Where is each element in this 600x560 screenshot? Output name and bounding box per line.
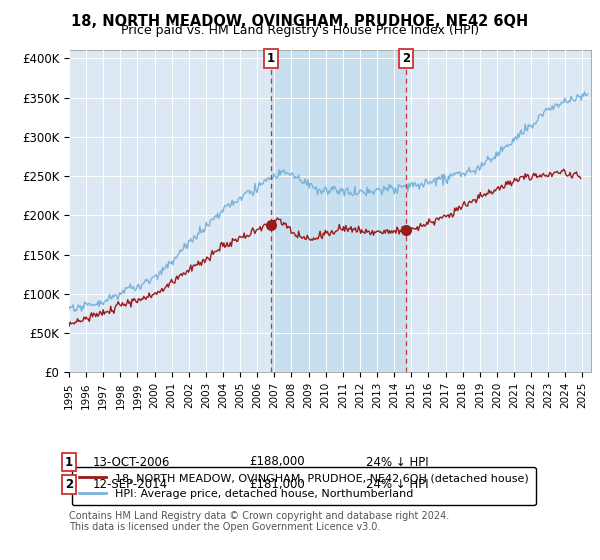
Text: Price paid vs. HM Land Registry's House Price Index (HPI): Price paid vs. HM Land Registry's House … (121, 24, 479, 36)
Text: 12-SEP-2014: 12-SEP-2014 (93, 478, 168, 491)
Text: 2: 2 (402, 52, 410, 65)
Bar (271, 50, 406, 372)
Text: 24% ↓ HPI: 24% ↓ HPI (366, 455, 428, 469)
Text: 18, NORTH MEADOW, OVINGHAM, PRUDHOE, NE42 6QH: 18, NORTH MEADOW, OVINGHAM, PRUDHOE, NE4… (71, 14, 529, 29)
Text: 13-OCT-2006: 13-OCT-2006 (93, 455, 170, 469)
Text: 24% ↓ HPI: 24% ↓ HPI (366, 478, 428, 491)
Text: 1: 1 (65, 455, 73, 469)
Text: Contains HM Land Registry data © Crown copyright and database right 2024.
This d: Contains HM Land Registry data © Crown c… (69, 511, 449, 533)
Text: 1: 1 (267, 52, 275, 65)
Text: 2: 2 (65, 478, 73, 491)
Legend: 18, NORTH MEADOW, OVINGHAM, PRUDHOE, NE42 6QH (detached house), HPI: Average pri: 18, NORTH MEADOW, OVINGHAM, PRUDHOE, NE4… (72, 466, 536, 505)
Text: £181,000: £181,000 (249, 478, 305, 491)
Text: £188,000: £188,000 (249, 455, 305, 469)
